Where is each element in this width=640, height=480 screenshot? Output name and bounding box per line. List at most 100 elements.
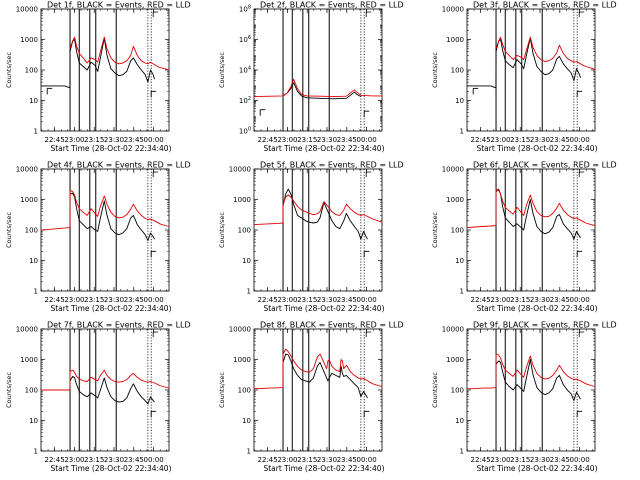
x-tick-label: 22:45	[258, 456, 278, 464]
detector-panel-3: Det 3f, BLACK = Events, RED = LLD Counts/…	[431, 1, 617, 154]
x-tick-label: 23:15	[510, 456, 530, 464]
y-tick-label: 10000	[229, 166, 251, 174]
y-axis-label: Counts/sec	[431, 212, 439, 248]
y-tick-label: 100	[25, 387, 38, 395]
detector-panel-6: Det 6f, BLACK = Events, RED = LLD Counts/…	[431, 161, 617, 314]
y-tick-label: 100	[25, 227, 38, 235]
x-tick-label: 23:15	[84, 136, 104, 144]
events-series-line	[467, 37, 581, 89]
x-tick-label: 22:45	[45, 136, 65, 144]
y-tick-label: 1000	[446, 196, 464, 204]
x-tick-label: 23:00	[277, 136, 297, 144]
x-tick-label: 23:45	[337, 456, 357, 464]
y-axis-label: Counts/sec	[431, 52, 439, 88]
y-tick-label: 100	[451, 387, 464, 395]
plot-frame	[466, 328, 596, 452]
lld-series-line	[253, 78, 382, 98]
y-tick-label: 1	[460, 448, 464, 456]
x-tick-label: 23:30	[530, 456, 550, 464]
events-series-line	[69, 192, 155, 242]
detector-panel-4: Det 4f, BLACK = Events, RED = LLD Counts/…	[5, 161, 191, 314]
y-tick-label: 1	[460, 288, 464, 296]
y-tick-label: 1000	[446, 36, 464, 44]
x-tick-label: 23:30	[530, 296, 550, 304]
x-tick-label: 23:15	[297, 296, 317, 304]
y-axis-label: Counts/sec	[5, 52, 13, 88]
lld-series-line	[495, 36, 596, 70]
y-tick-label: 100	[238, 387, 251, 395]
y-tick-label: 10000	[442, 6, 464, 14]
y-tick-label: 10	[29, 257, 38, 265]
y-tick-label: 1	[247, 448, 251, 456]
y-tick-label: 1000	[233, 356, 251, 364]
lld-series-line	[253, 194, 383, 226]
x-tick-label: 23:45	[337, 136, 357, 144]
detector-panel-5: Det 5f, BLACK = Events, RED = LLD Counts/…	[218, 161, 404, 314]
x-axis-title: Start Time (28-Oct-02 22:34:40)	[50, 464, 171, 473]
y-tick-label: 100	[238, 227, 251, 235]
y-tick-label: 100	[451, 67, 464, 75]
x-tick-label: 23:00	[64, 456, 84, 464]
detector-panel-8: Det 8f, BLACK = Events, RED = LLD Counts/…	[218, 321, 404, 474]
corner-bracket	[365, 171, 372, 177]
x-tick-label: 22:45	[258, 296, 278, 304]
y-tick-label: 106	[239, 35, 251, 44]
x-tick-label: 23:15	[297, 456, 317, 464]
x-tick-label: 23:15	[297, 136, 317, 144]
events-series-line	[495, 359, 581, 402]
x-axis-title: Start Time (28-Oct-02 22:34:40)	[476, 144, 597, 153]
x-tick-label: 23:15	[84, 456, 104, 464]
x-tick-label: 00:00	[144, 296, 164, 304]
x-tick-label: 22:45	[45, 296, 65, 304]
x-tick-label: 23:00	[490, 296, 510, 304]
y-tick-label: 1	[34, 288, 38, 296]
y-tick-label: 1	[247, 288, 251, 296]
lld-series-line	[253, 348, 383, 390]
y-tick-label: 10000	[442, 166, 464, 174]
x-tick-label: 23:30	[317, 296, 337, 304]
x-tick-label: 23:00	[64, 296, 84, 304]
plot-frame	[253, 168, 383, 292]
y-axis-label: Counts/sec	[431, 372, 439, 408]
lld-series-line	[69, 36, 170, 71]
y-tick-label: 1000	[233, 196, 251, 204]
y-tick-label: 10	[455, 257, 464, 265]
x-axis-title: Start Time (28-Oct-02 22:34:40)	[263, 144, 384, 153]
plot-frame	[466, 168, 596, 292]
x-tick-label: 23:00	[277, 296, 297, 304]
y-tick-label: 1	[34, 128, 38, 136]
x-tick-label: 22:45	[471, 296, 491, 304]
x-tick-label: 23:45	[550, 456, 570, 464]
x-tick-label: 00:00	[357, 456, 377, 464]
x-tick-label: 23:45	[124, 296, 144, 304]
x-tick-label: 23:45	[550, 136, 570, 144]
y-tick-label: 1000	[20, 36, 38, 44]
panel-title: Det 5f, BLACK = Events, RED = LLD	[260, 161, 404, 170]
y-tick-label: 10	[29, 417, 38, 425]
x-tick-label: 23:15	[510, 136, 530, 144]
y-tick-label: 100	[25, 67, 38, 75]
y-tick-label: 100	[451, 227, 464, 235]
corner-bracket	[365, 11, 372, 17]
y-tick-label: 10000	[442, 326, 464, 334]
y-tick-label: 1000	[20, 356, 38, 364]
x-tick-label: 23:30	[104, 136, 124, 144]
corner-bracket	[152, 171, 159, 177]
plot-frame	[253, 8, 383, 132]
detector-panel-1: Det 1f, BLACK = Events, RED = LLD Counts/…	[5, 1, 191, 154]
events-series-line	[282, 353, 368, 399]
events-series-line	[282, 188, 368, 240]
corner-bracket	[365, 331, 372, 337]
lld-series-line	[466, 188, 596, 229]
y-tick-label: 1000	[20, 196, 38, 204]
y-tick-label: 104	[239, 66, 251, 75]
x-tick-label: 00:00	[144, 456, 164, 464]
y-axis-label: Counts/sec	[218, 372, 226, 408]
x-axis-title: Start Time (28-Oct-02 22:34:40)	[263, 464, 384, 473]
x-tick-label: 23:00	[64, 136, 84, 144]
panel-title: Det 1f, BLACK = Events, RED = LLD	[47, 1, 191, 10]
y-axis-label: Counts/sec	[5, 212, 13, 248]
y-tick-label: 108	[239, 5, 251, 14]
x-tick-label: 00:00	[357, 136, 377, 144]
x-tick-label: 23:00	[490, 456, 510, 464]
